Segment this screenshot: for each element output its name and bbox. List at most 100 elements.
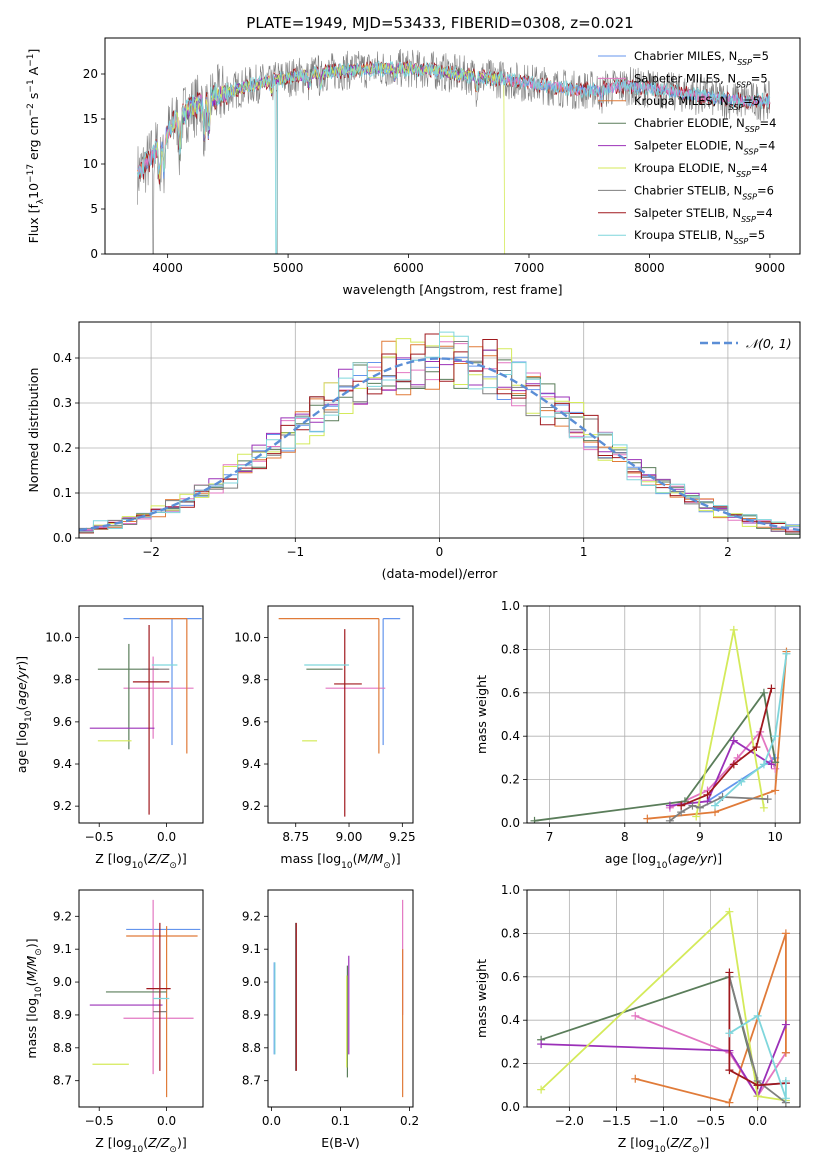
weight-marker-chabrier-stelib: [688, 801, 697, 810]
x-tick-label: 0: [436, 545, 444, 559]
plot-area-spectrum: [137, 48, 771, 254]
x-tick-label: 0.0: [157, 1114, 176, 1128]
x-tick-label: −1: [286, 545, 304, 559]
weight-marker-kroupa-miles: [781, 929, 790, 938]
panel-age-vs-mass: 8.75 9.00 9.25 9.2 9.4 9.6 9.8 10.0 mass [log10(…: [234, 605, 416, 871]
x-axis-label: Z [log10(Z/Z⊙)]: [618, 1135, 709, 1155]
x-axis-label: age [log10(age/yr)]: [605, 851, 722, 871]
x-tick-label: −1.5: [602, 1114, 631, 1128]
weight-line-kroupa-elodie: [540, 909, 787, 1102]
weight-marker-chabrier-stelib: [665, 816, 674, 823]
histogram-kroupa-stelib: [79, 331, 800, 533]
y-axis-label: mass [log10(M/M⊙)]: [24, 938, 44, 1058]
y-axis-label: mass weight: [474, 959, 489, 1038]
x-axis-label: (data-model)/error: [382, 566, 499, 581]
weight-marker-kroupa-stelib: [759, 760, 768, 769]
x-tick-label: 9000: [755, 261, 786, 275]
x-tick-label: 9.00: [336, 830, 363, 844]
x-tick-label: 0.0: [748, 1114, 767, 1128]
weight-line-chabrier-elodie: [540, 975, 759, 1086]
legend-label-kroupa-miles: Kroupa MILES, NSSP=5: [634, 94, 760, 112]
weight-marker-kroupa-stelib: [781, 1076, 790, 1085]
weight-marker-chabrier-stelib: [695, 803, 704, 812]
x-tick-label: 8.75: [282, 830, 309, 844]
weight-line-salpeter-elodie: [541, 1024, 787, 1099]
weight-marker-salpeter-elodie: [781, 1020, 790, 1029]
x-axis-label: Z [log10(Z/Z⊙)]: [95, 1135, 186, 1155]
axes-frame: [78, 605, 204, 824]
x-axis-label: mass [log10(M/M⊙)]: [280, 851, 400, 871]
x-tick-label: 2: [724, 545, 732, 559]
x-axis-label: wavelength [Angstrom, rest frame]: [342, 282, 562, 297]
plot-area-age-vs-z: [89, 618, 202, 815]
weight-marker-kroupa-stelib: [711, 801, 720, 810]
legend-label-chabrier-miles: Chabrier MILES, NSSP=5: [634, 49, 769, 67]
x-tick-label: −2.0: [555, 1114, 584, 1128]
weight-marker-kroupa-stelib: [781, 1094, 790, 1103]
y-tick-label: 9.6: [242, 715, 261, 729]
y-tick-label: 10.0: [45, 631, 72, 645]
y-tick-label: 10.0: [234, 631, 261, 645]
panel-residuals: −2 −1 0 1 2 0.0 0.1 0.2 0.3 0.4 𝒩(0, 1) (data-model…: [26, 321, 801, 581]
x-tick-label: −2: [142, 545, 160, 559]
weight-marker-kroupa-elodie: [692, 812, 701, 821]
y-tick-label: 9.2: [53, 909, 72, 923]
weight-marker-kroupa-miles: [725, 1098, 734, 1107]
y-tick-label: 20: [83, 67, 98, 81]
axes-frame: [104, 37, 801, 255]
panel-mass-vs-z: −0.5 0.0 8.7 8.8 8.9 9.0 9.1 9.2 Z [log10(Z/Z⊙)]…: [24, 889, 204, 1155]
x-tick-label: −0.5: [85, 830, 114, 844]
legend-label-chabrier-elodie: Chabrier ELODIE, NSSP=4: [634, 116, 776, 134]
y-tick-label: 0.1: [53, 486, 72, 500]
y-tick-label: 9.4: [53, 757, 72, 771]
y-axis-label: Flux [fλ10−17 erg cm−2 s−1 A−1]: [26, 49, 46, 244]
weight-line-kroupa-elodie: [695, 629, 765, 817]
y-tick-label: 0.3: [53, 396, 72, 410]
plot-area-weight-vs-z: [537, 907, 790, 1107]
weight-marker-salpeter-elodie: [537, 1040, 546, 1049]
weight-marker-salpeter-miles: [631, 1011, 640, 1020]
weight-marker-kroupa-elodie: [759, 803, 768, 812]
y-axis-label: age [log10(age/yr)]: [14, 656, 34, 773]
weight-marker-salpeter-stelib: [767, 684, 776, 693]
y-axis-label: mass weight: [474, 675, 489, 754]
weight-marker-kroupa-elodie: [537, 1085, 546, 1094]
x-tick-label: 0.0: [157, 830, 176, 844]
legend-label-salpeter-elodie: Salpeter ELODIE, NSSP=4: [634, 139, 775, 157]
x-tick-label: 4000: [152, 261, 183, 275]
panel-mass-vs-ebv: 0.0 0.1 0.2 8.7 8.8 8.9 9.0 9.1 9.2 E(B-V): [242, 889, 419, 1150]
weight-marker-kroupa-miles: [631, 1074, 640, 1083]
weight-marker-salpeter-stelib: [753, 1081, 762, 1090]
y-tick-label: 9.6: [53, 715, 72, 729]
y-tick-label: 0: [90, 247, 98, 261]
weight-marker-salpeter-stelib: [677, 801, 686, 810]
panel-weight-vs-age: 7 8 9 10 0.0 0.2 0.4 0.6 0.8 1.0 age [log10(age/yr…: [474, 599, 801, 871]
weight-marker-salpeter-stelib: [725, 1066, 734, 1075]
weight-marker-kroupa-stelib: [771, 732, 780, 741]
x-tick-label: 0.0: [262, 1114, 281, 1128]
weight-marker-kroupa-stelib: [725, 1029, 734, 1038]
legend-label-chabrier-stelib: Chabrier STELIB, NSSP=6: [634, 183, 774, 201]
y-tick-label: 9.8: [242, 673, 261, 687]
y-tick-label: 8.8: [53, 1041, 72, 1055]
x-tick-label: 8: [621, 830, 629, 844]
weight-marker-salpeter-stelib: [725, 968, 734, 977]
weight-line-chabrier-stelib: [669, 796, 768, 822]
y-tick-label: 0.4: [501, 729, 520, 743]
y-tick-label: 0.0: [501, 1100, 520, 1114]
x-tick-label: 7: [546, 830, 554, 844]
axes-frame: [267, 605, 414, 824]
legend-label-kroupa-elodie: Kroupa ELODIE, NSSP=4: [634, 161, 768, 179]
weight-marker-kroupa-miles: [643, 814, 652, 823]
weight-line-chabrier-elodie: [534, 690, 777, 822]
y-tick-label: 9.8: [53, 673, 72, 687]
y-tick-label: 9.4: [242, 757, 261, 771]
y-tick-label: 9.0: [53, 975, 72, 989]
weight-marker-salpeter-stelib: [729, 760, 738, 769]
y-tick-label: 8.8: [242, 1041, 261, 1055]
x-tick-label: 9: [696, 830, 704, 844]
y-tick-label: 0.2: [501, 1057, 520, 1071]
panel-age-vs-z: −0.5 0.0 9.2 9.4 9.6 9.8 10.0 Z [log10(Z/Z⊙)] ag…: [14, 605, 204, 871]
y-tick-label: 0.2: [501, 773, 520, 787]
y-tick-label: 9.1: [53, 942, 72, 956]
